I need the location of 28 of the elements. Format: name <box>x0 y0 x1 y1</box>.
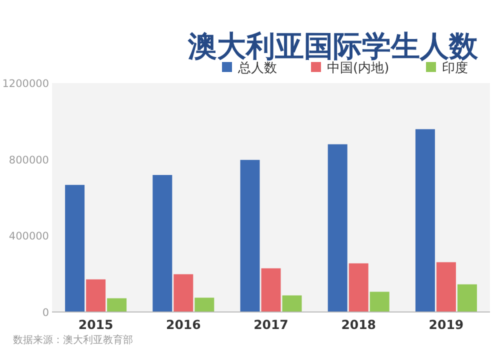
y-tick-label: 1200000 <box>2 78 49 90</box>
y-tick-label: 800000 <box>8 154 49 166</box>
bar <box>152 174 172 312</box>
x-tick-label: 2017 <box>254 317 288 332</box>
y-tick-label: 0 <box>42 307 49 319</box>
bar <box>240 160 260 312</box>
source-note: 数据来源：澳大利亚教育部 <box>13 334 133 346</box>
x-tick-label: 2016 <box>166 317 202 332</box>
bar <box>457 284 477 312</box>
x-tick-label: 2015 <box>78 317 114 332</box>
bar <box>328 144 348 312</box>
legend-label: 中国(内地) <box>327 61 390 76</box>
bar <box>107 298 127 312</box>
x-tick-label: 2019 <box>428 317 464 332</box>
legend-label: 印度 <box>442 60 468 76</box>
bar <box>415 129 435 312</box>
bar <box>282 295 302 312</box>
x-tick-label: 2018 <box>341 317 376 332</box>
legend-label: 总人数 <box>237 61 277 76</box>
bar <box>174 274 194 312</box>
bar <box>86 279 106 312</box>
bar <box>348 263 368 312</box>
bar <box>194 298 214 312</box>
bar <box>436 262 456 312</box>
bar <box>261 268 281 312</box>
y-tick-label: 400000 <box>8 230 49 243</box>
bar <box>65 184 85 312</box>
bar <box>370 292 390 312</box>
